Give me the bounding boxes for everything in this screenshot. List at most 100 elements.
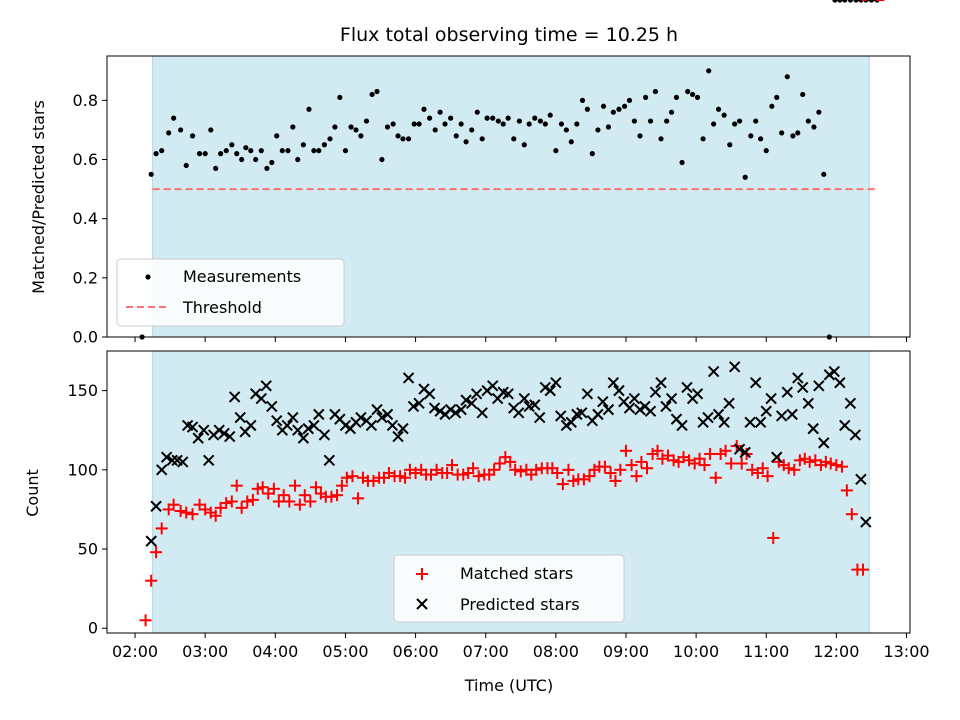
measurement-point [369,91,375,98]
top-y-tick-label: 0.8 [73,91,98,110]
matched-star-point [625,459,638,472]
matched-star-point [493,457,506,470]
predicted-star-point [644,405,657,417]
predicted-star-point [392,430,404,443]
x-tick-label: 10:00 [673,642,719,661]
measurement-point [243,145,249,151]
predicted-star-point [487,380,499,392]
measurement-point [811,124,817,130]
measurement-point [218,151,224,157]
predicted-star-point [428,402,441,414]
predicted-star-point [465,397,478,409]
matched-star-point [725,457,738,470]
measurement-point [790,133,796,139]
measurement-point [626,97,633,103]
measurement-point [732,121,738,127]
measurement-point [427,115,433,121]
measurement-point [384,124,391,130]
measurement-point [584,106,590,112]
count-marks [139,0,885,627]
ratio-legend-box [116,258,345,327]
x-tick-label: 12:00 [813,642,859,661]
predicted-star-point [529,399,541,411]
measurement-point [758,136,764,142]
measurement-point [229,142,235,148]
measurement-point [689,91,696,98]
predicted-star-point [224,430,236,443]
measurement-point [821,171,827,177]
matched-star-point [514,465,527,478]
matched-star-point [346,470,359,483]
matched-star-point [283,495,296,508]
predicted-star-point [413,397,425,409]
matched-star-point [298,489,311,502]
measurement-point [239,156,245,163]
bot-y-tick-label: 50 [78,540,98,559]
measurement-point [542,121,548,127]
predicted-star-point [681,381,693,394]
measurement-point [474,109,480,115]
predicted-star-point [502,388,514,400]
measurement-point [673,94,680,101]
measurement-point [327,136,333,142]
measurement-point [264,165,270,171]
measurement-point [553,148,559,154]
predicted-star-point [365,419,378,432]
predicted-star-point [255,392,267,405]
measurement-point [685,88,691,95]
measurement-point [258,148,264,154]
predicted-star-point [718,416,730,428]
measurement-point [547,112,553,118]
predicted-star-point [581,388,594,400]
measurement-point [442,121,448,127]
matched-star-point [735,457,748,470]
measurement-point [805,118,811,124]
matched-star-point [693,452,706,465]
predicted-star-point [750,376,762,389]
ratio-legend: Measurements Threshold [116,258,345,327]
predicted-star-point [376,411,388,424]
predicted-star-point [792,372,804,384]
measurement-point [448,115,454,121]
matched-star-point [235,501,248,514]
measurement-point [736,118,743,124]
matched-star-point [441,466,454,479]
matched-star-point [399,471,412,484]
bot-y-tick-label: 0 [88,619,98,638]
measurement-point [668,109,675,115]
measurement-point [711,121,717,127]
matched-star-point [504,455,517,468]
count-panel: 0 50 100 150 02:00 03:00 04:00 05:00 06:00 07:00… [23,0,930,695]
measurement-point [411,121,417,127]
top-y-tick-label: 0.0 [73,328,98,347]
predicted-star-point [691,388,704,400]
matched-star-point [840,484,853,497]
measurement-point [148,171,154,177]
matched-star-point [788,463,801,476]
measurement-point [652,88,659,95]
count-legend-box [393,554,625,623]
matched-star-point [186,508,199,521]
measurement-point [202,151,208,157]
measurement-point [213,165,219,171]
x-tick-label: 13:00 [883,642,929,661]
matched-star-point [845,508,858,521]
predicted-star-point [297,432,310,444]
measurement-point [178,127,184,133]
matched-star-point [230,479,243,492]
predicted-star-point [613,384,625,397]
measurement-point [847,0,853,3]
predicted-star-point [623,402,636,414]
measurement-point [353,127,359,133]
measurement-point [753,118,759,124]
predicted-star-point [712,408,725,421]
matched-star-point [150,546,163,559]
measurement-point [568,139,574,145]
predicted-star-point [228,391,241,403]
predicted-star-point [723,397,735,409]
matched-star-point [761,470,774,483]
predicted-star-point [198,424,210,436]
matched-star-point [824,457,837,470]
measurement-point [458,121,464,127]
